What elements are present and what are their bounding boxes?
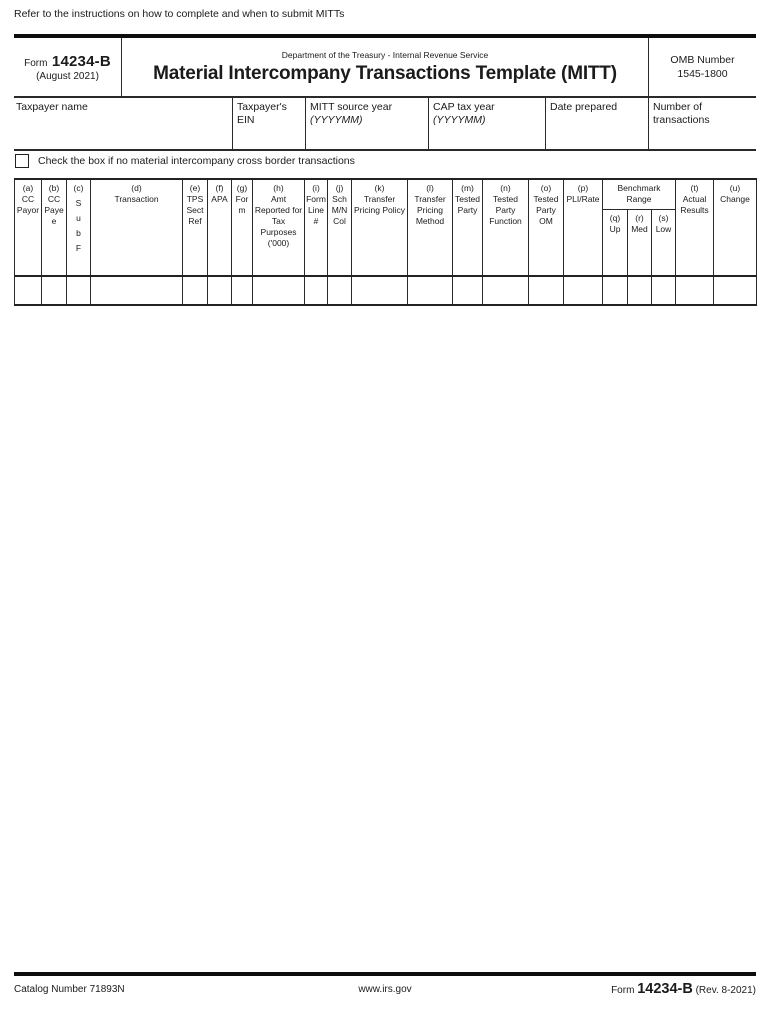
field-format-hint: (YYYYMM) [433, 113, 486, 126]
form-word: Form [24, 57, 48, 69]
benchmark-range-header: Benchmark Range [602, 178, 676, 210]
omb-number: 1545-1800 [677, 68, 728, 80]
col-header-g: (g) Form [231, 178, 253, 277]
omb-label: OMB Number [670, 53, 735, 66]
col-header-b: (b) CC Payee [41, 178, 67, 277]
form-number: 14234-B [51, 52, 111, 70]
table-cell[interactable] [327, 275, 352, 306]
col-header-l: (l) Transfer Pricing Method [407, 178, 453, 277]
table-cell[interactable] [627, 275, 652, 306]
table-cell[interactable] [528, 275, 564, 306]
table-cell[interactable] [90, 275, 183, 306]
col-header-c: (c) S u b F [66, 178, 91, 277]
col-header-q: (q) Up [602, 208, 628, 277]
field-cap-tax-year[interactable]: CAP tax year (YYYYMM) [428, 98, 545, 149]
footer-form-id: Form 14234-B (Rev. 8-2021) [611, 981, 756, 997]
page-title: Material Intercompany Transactions Templ… [153, 62, 617, 84]
top-rule [14, 34, 756, 38]
table-cell[interactable] [207, 275, 232, 306]
col-header-f: (f) APA [207, 178, 232, 277]
col-header-j: (j) Sch M/N Col [327, 178, 352, 277]
table-cell[interactable] [252, 275, 305, 306]
agency-line: Department of the Treasury - Internal Re… [281, 49, 489, 60]
col-header-a: (a) CC Payor [14, 178, 42, 277]
table-cell[interactable] [675, 275, 714, 306]
table-cell[interactable] [304, 275, 328, 306]
field-taxpayer-name[interactable]: Taxpayer name [14, 98, 232, 149]
table-cell[interactable] [407, 275, 453, 306]
table-row [14, 275, 757, 306]
table-cell[interactable] [66, 275, 91, 306]
field-label: Date prepared [550, 101, 618, 113]
table-cell[interactable] [713, 275, 757, 306]
col-header-k: (k) Transfer Pricing Policy [351, 178, 408, 277]
table-cell[interactable] [651, 275, 676, 306]
col-header-r: (r) Med [627, 208, 652, 277]
field-label: Taxpayer name [16, 101, 88, 113]
irs-website: www.irs.gov [358, 984, 412, 995]
table-cell[interactable] [602, 275, 628, 306]
table-cell[interactable] [41, 275, 67, 306]
table-cell[interactable] [563, 275, 603, 306]
instructions-note: Refer to the instructions on how to comp… [14, 8, 345, 20]
field-date-prepared[interactable]: Date prepared [545, 98, 648, 149]
form-revision: (August 2021) [36, 70, 99, 82]
field-label: CAP tax year [433, 101, 495, 113]
transactions-table: (a) CC Payor (b) CC Payee (c) S u b F (d) Tr… [14, 178, 757, 306]
col-header-o: (o) Tested Party OM [528, 178, 564, 277]
field-mitt-source-year[interactable]: MITT source year (YYYYMM) [305, 98, 428, 149]
table-cell[interactable] [452, 275, 483, 306]
form-header: Form 14234-B (August 2021) Department of… [14, 38, 756, 98]
footer-form-number: 14234-B [637, 981, 693, 997]
field-label: MITT source year [310, 101, 393, 113]
checkbox-label: Check the box if no material intercompan… [38, 155, 355, 167]
table-cell[interactable] [351, 275, 408, 306]
field-number-of-transactions[interactable]: Number of transactions [648, 98, 756, 149]
footer-revision: (Rev. 8-2021) [692, 985, 756, 996]
col-header-t: (t) Actual Results [675, 178, 714, 277]
col-header-u: (u) Change [713, 178, 757, 277]
col-header-i: (i) Form Line # [304, 178, 328, 277]
table-cell[interactable] [231, 275, 253, 306]
catalog-number: Catalog Number 71893N [14, 984, 125, 995]
col-header-e: (e) TPS Sect Ref [182, 178, 208, 277]
field-label: Number of transactions [653, 101, 710, 126]
col-header-m: (m) Tested Party [452, 178, 483, 277]
title-block: Department of the Treasury - Internal Re… [121, 38, 648, 96]
transactions-table-wrap: (a) CC Payor (b) CC Payee (c) S u b F (d) Tr… [14, 178, 757, 306]
col-header-d: (d) Transaction [90, 178, 183, 277]
bottom-rule [14, 972, 756, 976]
table-cell[interactable] [482, 275, 529, 306]
col-header-h: (h) Amt Reported for Tax Purposes ('000) [252, 178, 305, 277]
field-label: Taxpayer's EIN [237, 101, 287, 126]
field-taxpayer-ein[interactable]: Taxpayer's EIN [232, 98, 305, 149]
col-header-p: (p) PLI/Rate [563, 178, 603, 277]
form-number-block: Form 14234-B (August 2021) [14, 38, 121, 96]
taxpayer-fields-row: Taxpayer name Taxpayer's EIN MITT source… [14, 98, 756, 151]
omb-block: OMB Number 1545-1800 [648, 38, 756, 96]
no-transactions-checkbox[interactable] [15, 154, 29, 168]
footer-form-word: Form [611, 985, 638, 996]
col-header-s: (s) Low [651, 208, 676, 277]
col-header-n: (n) Tested Party Function [482, 178, 529, 277]
table-cell[interactable] [14, 275, 42, 306]
checkbox-row: Check the box if no material intercompan… [14, 153, 756, 178]
table-cell[interactable] [182, 275, 208, 306]
field-format-hint: (YYYYMM) [310, 113, 363, 126]
